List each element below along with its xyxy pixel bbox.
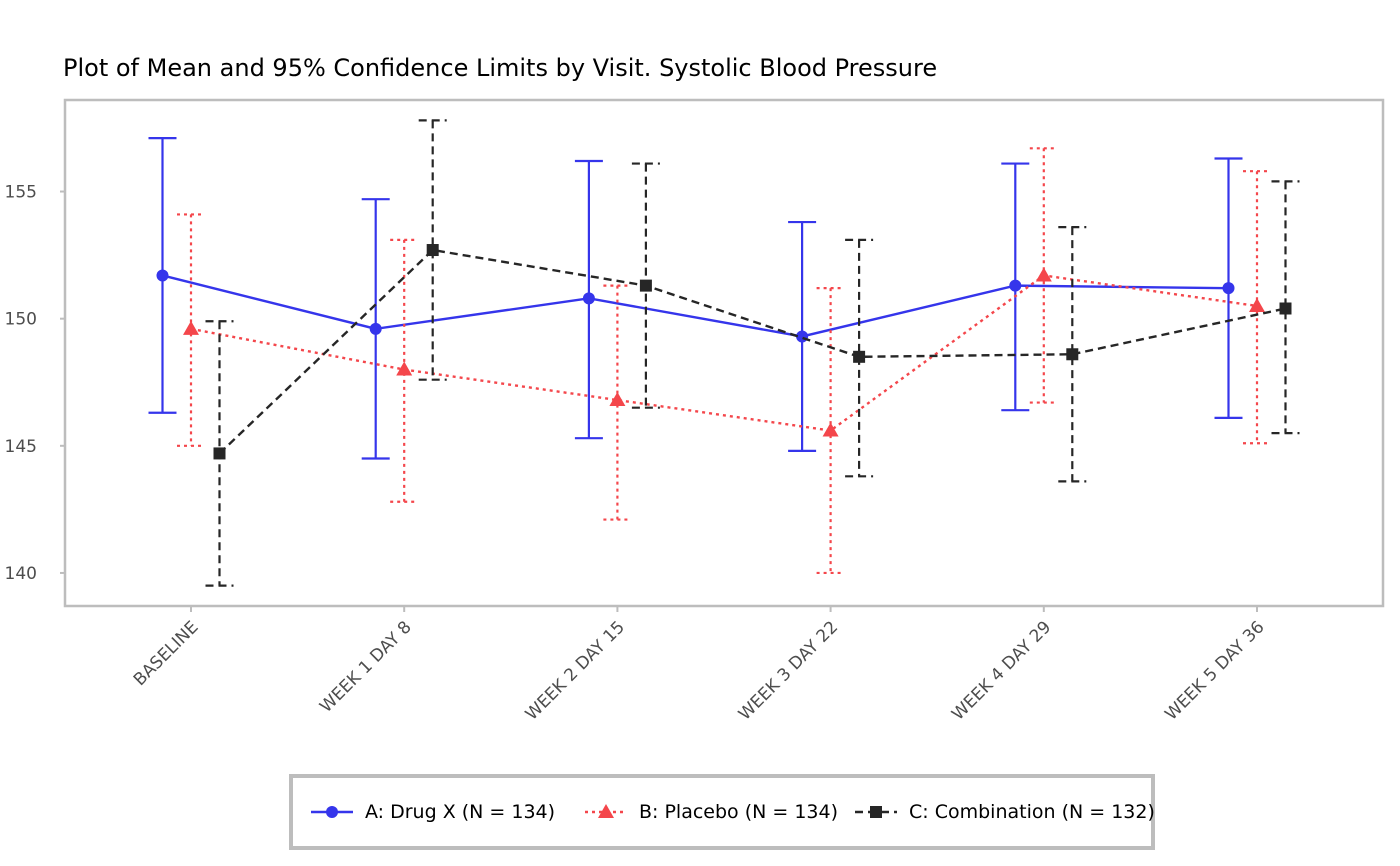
legend-label: A: Drug X (N = 134)	[365, 801, 556, 823]
series-line	[190, 274, 1258, 432]
point-marker	[1009, 279, 1022, 292]
legend-item: B: Placebo (N = 134)	[583, 778, 838, 846]
x-axis: BASELINE WEEK 1 DAY 8 WEEK 2 DAY 15 WEEK 3 …	[130, 606, 1269, 725]
series-line	[162, 274, 1229, 338]
legend-key	[311, 806, 353, 818]
chart-title: Plot of Mean and 95% Confidence Limits b…	[63, 54, 938, 82]
point-marker	[369, 322, 382, 335]
point-marker	[213, 447, 226, 460]
y-tick-label: 145	[5, 437, 37, 457]
plot-panel-border	[63, 98, 1385, 608]
point-marker	[156, 269, 169, 282]
legend-marker	[598, 804, 614, 818]
point-marker	[1279, 302, 1292, 315]
point-marker	[822, 422, 839, 437]
point-marker	[609, 392, 626, 407]
x-tick-label: BASELINE	[130, 617, 203, 690]
series-line	[218, 248, 1286, 455]
legend-marker	[870, 806, 882, 818]
series-1	[148, 137, 1243, 460]
legend-item: C: Combination (N = 132)	[853, 778, 1155, 846]
point-marker	[796, 330, 809, 343]
point-marker	[853, 350, 866, 363]
point-marker	[639, 279, 652, 292]
legend: A: Drug X (N = 134) B: Placebo (N = 134) C…	[289, 774, 1155, 850]
y-axis: 140 145 150 155	[5, 183, 65, 584]
legend-marker	[326, 806, 338, 818]
series-layer	[148, 119, 1300, 587]
legend-key	[585, 804, 627, 818]
point-marker	[1066, 348, 1079, 361]
series-2	[177, 147, 1271, 575]
legend-item: A: Drug X (N = 134)	[309, 778, 555, 846]
point-marker	[426, 244, 439, 257]
point-marker	[1035, 267, 1052, 282]
point-marker	[396, 361, 413, 376]
legend-label: C: Combination (N = 132)	[909, 801, 1155, 823]
x-tick-label: WEEK 3 DAY 22	[735, 617, 842, 724]
point-marker	[1222, 282, 1235, 295]
x-tick-label: WEEK 1 DAY 8	[316, 617, 416, 717]
y-tick-label: 150	[5, 310, 37, 330]
point-marker	[582, 292, 595, 305]
x-tick-label: WEEK 4 DAY 29	[948, 617, 1055, 724]
y-tick-label: 140	[5, 564, 37, 584]
x-tick-label: WEEK 2 DAY 15	[522, 617, 629, 724]
x-tick-label: WEEK 5 DAY 36	[1161, 617, 1268, 724]
chart-svg: 140 145 150 155 BASELINE WEEK 1 DAY 8 WEEK 2 …	[5, 98, 1385, 725]
point-marker	[1249, 297, 1265, 312]
legend-key	[855, 806, 897, 818]
point-marker	[183, 320, 199, 335]
y-tick-label: 155	[5, 183, 37, 203]
series-3	[205, 119, 1300, 587]
legend-label: B: Placebo (N = 134)	[639, 801, 839, 823]
